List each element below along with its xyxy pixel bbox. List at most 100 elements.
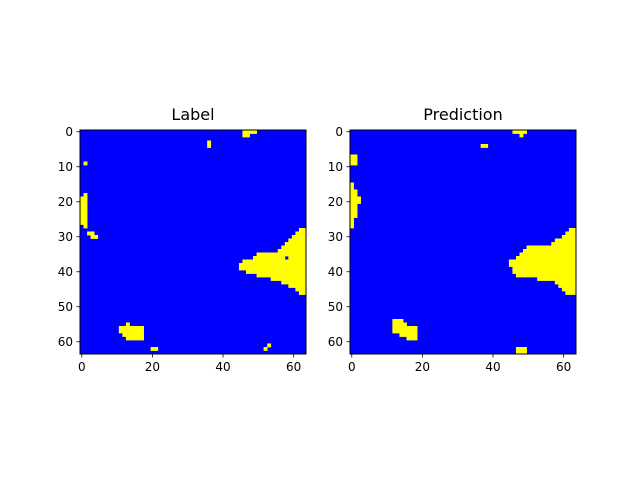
- label-x-tick-label: 20: [145, 360, 160, 374]
- label-y-tick-label: 30: [58, 230, 73, 244]
- label-y-tick-label: 60: [58, 335, 73, 349]
- label-panel: Label 0 20 40 60 0 10 20 30 40 50 60: [58, 105, 307, 374]
- label-heatmap-cell-run: [83, 224, 88, 229]
- label-heatmap-cell-run: [270, 277, 307, 281]
- prediction-heatmap-cell-run: [565, 231, 577, 236]
- label-heatmap-cell-run: [125, 336, 144, 341]
- prediction-heatmap-cell-run: [392, 329, 418, 334]
- prediction-y-tick-label: 60: [328, 335, 343, 349]
- label-heatmap-cell-run: [125, 322, 130, 327]
- prediction-heatmap-cell-run: [512, 130, 527, 134]
- label-heatmap-cell-run: [87, 231, 95, 236]
- label-y-axis: 0 10 20 30 40 50 60: [58, 125, 80, 349]
- prediction-heatmap-cell-run: [350, 161, 358, 166]
- prediction-heatmap-cell-run: [568, 228, 577, 232]
- label-heatmap-cell-run: [207, 144, 212, 148]
- prediction-x-tick-label: 0: [348, 360, 356, 374]
- label-heatmap-cell-run: [80, 203, 88, 208]
- prediction-heatmap-cell-run: [350, 182, 354, 187]
- prediction-y-tick-label: 40: [328, 265, 343, 279]
- label-heatmap-cell-run: [238, 263, 307, 267]
- prediction-heatmap-cell-run: [515, 347, 527, 351]
- prediction-heatmap-cell-run: [558, 284, 577, 288]
- prediction-heatmap-cell-run: [554, 238, 577, 243]
- prediction-x-tick-label: 40: [485, 360, 500, 374]
- label-heatmap-cell-run: [80, 200, 88, 204]
- label-x-tick-label: 60: [286, 360, 301, 374]
- label-heatmap-cell-run: [263, 347, 268, 351]
- prediction-heatmap-cell-run: [565, 291, 577, 295]
- prediction-heatmap-cell-run: [350, 189, 358, 194]
- prediction-heatmap-cell-run: [537, 277, 577, 281]
- prediction-heatmap-cell-run: [523, 249, 577, 253]
- prediction-heatmap-cell-run: [350, 203, 358, 208]
- prediction-heatmap-cell-run: [392, 326, 418, 330]
- label-heatmap-cell-run: [80, 210, 88, 215]
- prediction-x-tick-label: 60: [556, 360, 571, 374]
- label-heatmap-cell-run: [281, 245, 307, 250]
- prediction-heatmap-cell-run: [512, 270, 577, 274]
- prediction-y-tick-label: 10: [328, 160, 343, 174]
- label-heatmap-cell-run: [242, 133, 250, 138]
- prediction-heatmap-cell-run: [399, 333, 418, 337]
- label-heatmap-cell-run: [298, 228, 307, 232]
- label-heatmap-cell-run: [291, 235, 307, 239]
- prediction-heatmap-cell-run: [515, 350, 527, 355]
- prediction-y-tick-label: 20: [328, 195, 343, 209]
- label-heatmap-cell-run: [80, 207, 88, 211]
- prediction-heatmap-cell-run: [350, 154, 358, 159]
- label-heatmap-cell-run: [253, 256, 286, 260]
- label-heatmap-cell-run: [80, 217, 88, 222]
- label-panel-title: Label: [171, 105, 214, 124]
- label-heatmap-cell-run: [281, 280, 307, 285]
- label-heatmap-cell-run: [80, 214, 88, 218]
- prediction-heatmap-cell-run: [350, 193, 358, 197]
- prediction-x-tick-label: 20: [415, 360, 430, 374]
- label-heatmap-cell-run: [242, 130, 257, 134]
- prediction-heatmap-cell-run: [554, 280, 577, 285]
- prediction-heatmap-cell-run: [515, 273, 577, 278]
- prediction-heatmap-cell-run: [350, 186, 354, 190]
- label-heatmap-cell-run: [150, 347, 159, 351]
- prediction-heatmap-cell-run: [526, 245, 577, 250]
- prediction-heatmap-cell-run: [350, 207, 358, 211]
- prediction-panel: Prediction 0 20 40 60 0 10 20 30 40 50 60: [328, 105, 577, 374]
- prediction-y-tick-label: 0: [335, 125, 343, 139]
- label-heatmap-cell-run: [90, 235, 99, 239]
- label-heatmap-cell-run: [83, 193, 88, 197]
- prediction-y-tick-label: 30: [328, 230, 343, 244]
- prediction-y-tick-label: 50: [328, 300, 343, 314]
- prediction-x-axis: 0 20 40 60: [348, 354, 571, 374]
- prediction-heatmap-cell-run: [392, 319, 404, 323]
- prediction-panel-title: Prediction: [423, 105, 502, 124]
- prediction-heatmap-cell-run: [515, 256, 577, 260]
- prediction-heatmap-cell-run: [561, 235, 577, 239]
- label-y-tick-label: 40: [58, 265, 73, 279]
- prediction-heatmap-cell-run: [350, 214, 358, 218]
- label-heatmap-cell-run: [207, 140, 212, 145]
- prediction-heatmap: [350, 130, 577, 355]
- label-heatmap-cell-run: [83, 161, 88, 166]
- label-heatmap-cell-run: [295, 287, 307, 292]
- label-axes-frame: [79, 129, 307, 355]
- prediction-heatmap-cell-run: [350, 196, 361, 201]
- prediction-heatmap-cell-run: [551, 242, 577, 246]
- label-heatmap-cell-run: [288, 284, 307, 288]
- label-y-tick-label: 10: [58, 160, 73, 174]
- label-heatmap-background: [80, 130, 306, 354]
- label-heatmap-cell-run: [238, 266, 307, 271]
- label-x-tick-label: 40: [215, 360, 230, 374]
- label-heatmap-cell-run: [267, 343, 272, 348]
- prediction-heatmap-cell-run: [480, 144, 489, 148]
- prediction-heatmap-cell-run: [508, 263, 577, 267]
- label-heatmap-cell-run: [295, 231, 307, 236]
- label-heatmap-cell-run: [256, 252, 307, 257]
- label-heatmap-cell-run: [288, 256, 307, 260]
- prediction-heatmap-cell-run: [350, 224, 354, 229]
- label-y-tick-label: 20: [58, 195, 73, 209]
- label-x-tick-label: 0: [78, 360, 86, 374]
- label-heatmap-cell-run: [80, 221, 88, 225]
- prediction-heatmap-cell-run: [350, 200, 361, 204]
- label-heatmap-cell-run: [118, 329, 144, 334]
